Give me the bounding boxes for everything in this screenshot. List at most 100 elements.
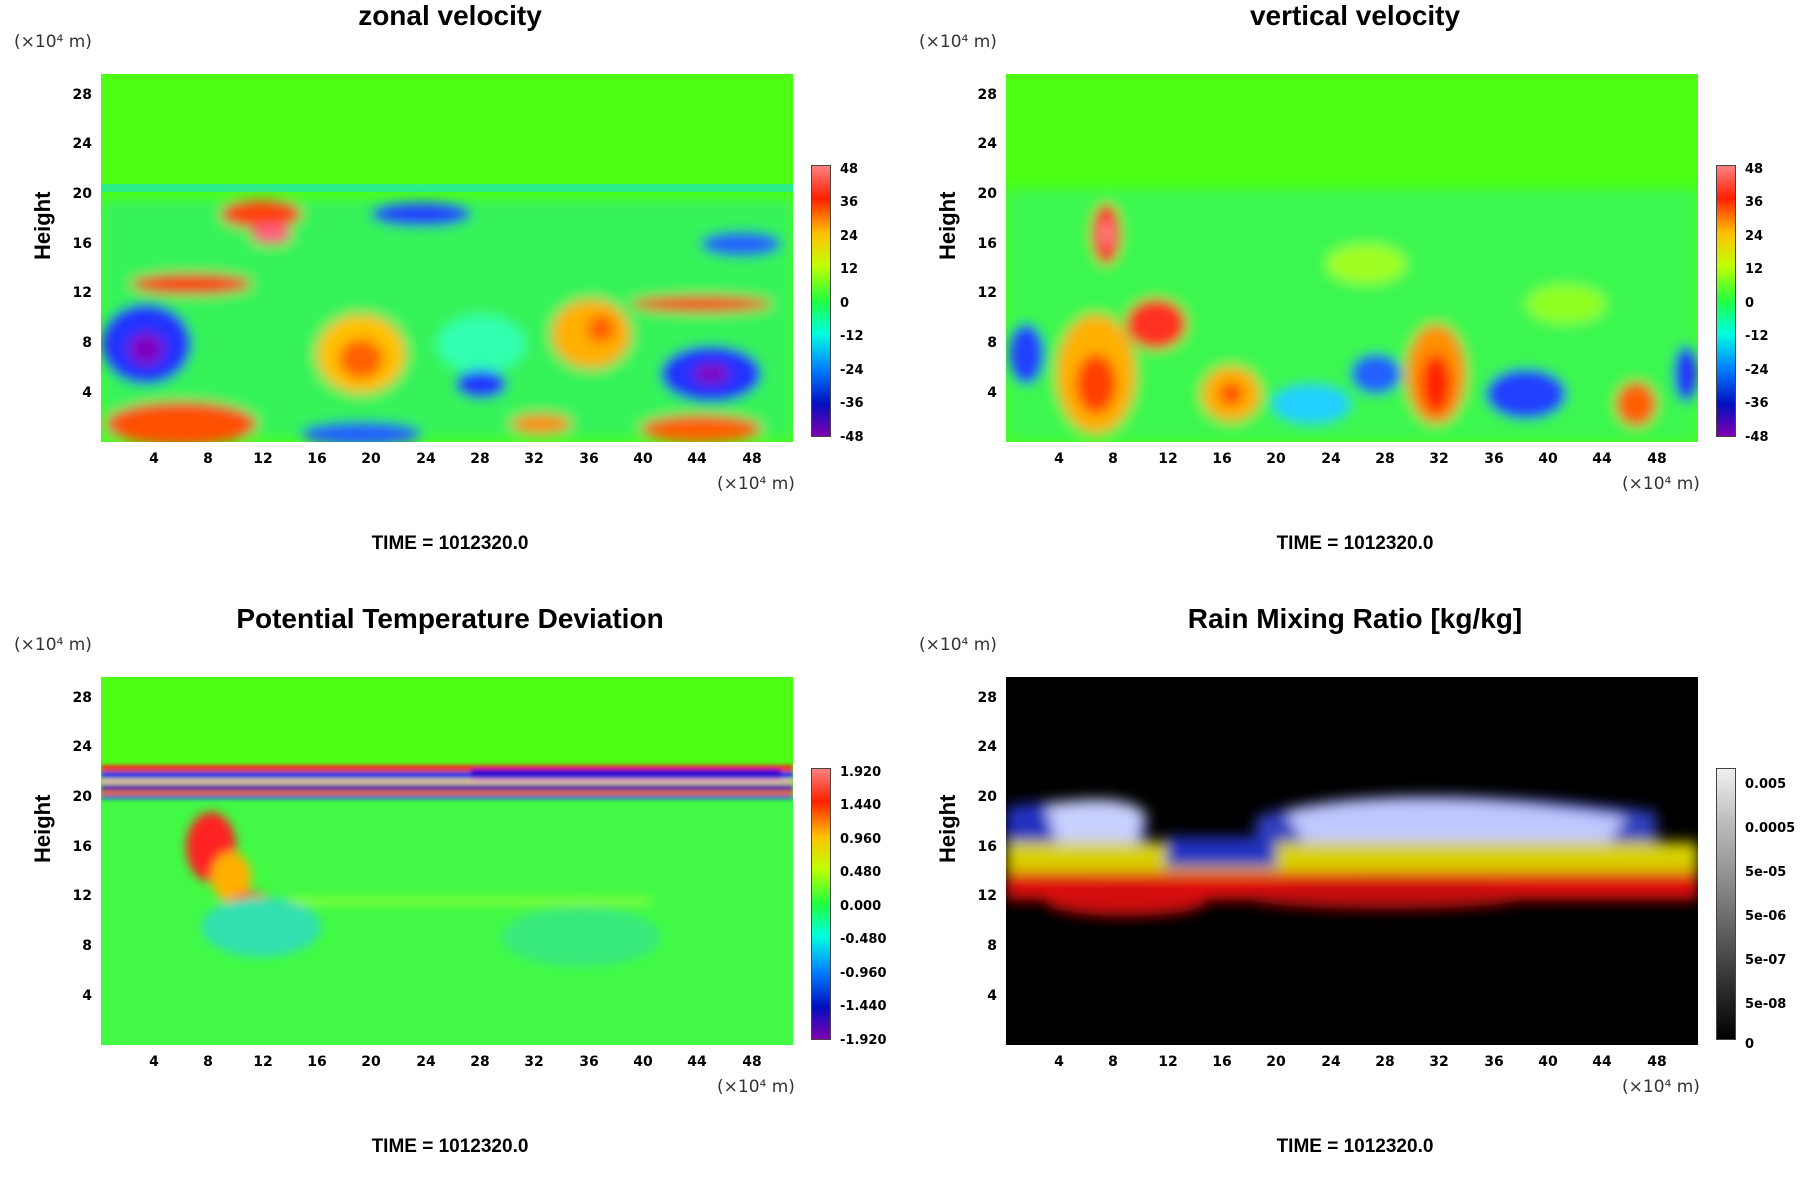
x-tick: 4: [1054, 451, 1064, 467]
colorbar: [811, 165, 831, 437]
y-tick: 12: [72, 888, 92, 904]
y-tick: 8: [987, 335, 997, 351]
y-tick: 8: [82, 335, 92, 351]
y-unit-label: (×10⁴ m): [14, 32, 92, 52]
colorbar-tick: 1.920: [840, 765, 882, 780]
x-tick: 8: [203, 1054, 213, 1070]
y-tick: 20: [72, 186, 92, 202]
colorbar-tick: 0.960: [840, 832, 882, 847]
colorbar-tick: 24: [840, 229, 859, 244]
y-tick: 16: [72, 236, 92, 252]
heatmap-field: [101, 677, 793, 1045]
y-tick: 4: [987, 988, 997, 1004]
x-tick: 12: [253, 1054, 273, 1070]
colorbar-tick: 5e-07: [1745, 953, 1787, 968]
y-tick: 8: [82, 938, 92, 954]
x-tick: 20: [1266, 1054, 1286, 1070]
plot-area: [101, 677, 793, 1045]
heatmap-field: [1006, 74, 1698, 442]
x-tick: 8: [1108, 1054, 1118, 1070]
colorbar-tick: 24: [1745, 229, 1764, 244]
x-tick: 12: [1158, 1054, 1178, 1070]
x-tick: 4: [149, 1054, 159, 1070]
y-tick: 12: [72, 285, 92, 301]
colorbar-tick: -0.960: [840, 966, 887, 981]
time-label: TIME = 1012320.0: [371, 533, 529, 554]
x-tick: 36: [579, 1054, 599, 1070]
chart-title: vertical velocity: [1249, 0, 1461, 31]
x-tick: 48: [1647, 1054, 1667, 1070]
x-tick: 4: [149, 451, 159, 467]
x-tick: 36: [1484, 451, 1504, 467]
x-unit-label: (×10⁴ m): [1622, 1077, 1700, 1097]
x-tick: 12: [253, 451, 273, 467]
colorbar: [1716, 768, 1736, 1040]
panel-rain-mixing-ratio: Rain Mixing Ratio [kg/kg] (×10⁴ m) Heigh…: [905, 603, 1800, 1203]
time-label: TIME = 1012320.0: [371, 1136, 529, 1157]
time-label: TIME = 1012320.0: [1276, 533, 1434, 554]
colorbar-tick: 0.0005: [1745, 821, 1796, 836]
y-tick: 28: [72, 87, 92, 103]
colorbar-tick: 0: [1745, 1037, 1755, 1052]
x-tick: 40: [633, 1054, 653, 1070]
colorbar-tick: 0: [1745, 296, 1755, 311]
y-tick: 28: [977, 87, 997, 103]
colorbar-tick: 48: [840, 162, 859, 177]
chart-title: Potential Temperature Deviation: [236, 603, 664, 634]
x-tick: 16: [1212, 451, 1232, 467]
x-tick: 36: [1484, 1054, 1504, 1070]
colorbar-tick: 0.005: [1745, 777, 1787, 792]
panel-zonal-velocity: zonal velocity (×10⁴ m) Height: [0, 0, 900, 600]
x-tick: 4: [1054, 1054, 1064, 1070]
y-tick: 8: [987, 938, 997, 954]
colorbar-tick: -48: [840, 430, 864, 445]
plot-area: [1006, 677, 1698, 1045]
colorbar-tick: -1.920: [840, 1033, 887, 1048]
y-tick: 16: [977, 839, 997, 855]
panel-vertical-velocity: vertical velocity (×10⁴ m) Height: [905, 0, 1800, 600]
y-unit-label: (×10⁴ m): [14, 635, 92, 655]
x-tick: 16: [307, 1054, 327, 1070]
heatmap-field: [101, 74, 793, 442]
y-unit-label: (×10⁴ m): [919, 635, 997, 655]
y-tick: 12: [977, 285, 997, 301]
colorbar-tick: -12: [1745, 329, 1769, 344]
x-tick: 36: [579, 451, 599, 467]
colorbar-tick: -48: [1745, 430, 1769, 445]
panel-potential-temperature: Potential Temperature Deviation (×10⁴ m)…: [0, 603, 900, 1203]
y-tick: 4: [82, 385, 92, 401]
x-tick: 44: [1592, 451, 1612, 467]
colorbar-tick: 36: [840, 195, 859, 210]
x-tick: 32: [524, 1054, 544, 1070]
x-tick: 8: [1108, 451, 1118, 467]
x-tick: 48: [742, 1054, 762, 1070]
x-tick: 40: [1538, 451, 1558, 467]
x-tick: 24: [416, 451, 436, 467]
x-tick: 32: [1429, 451, 1449, 467]
colorbar: [1716, 165, 1736, 437]
x-tick: 24: [1321, 451, 1341, 467]
colorbar-tick: -36: [840, 396, 864, 411]
x-tick: 32: [1429, 1054, 1449, 1070]
x-tick: 24: [416, 1054, 436, 1070]
y-tick: 20: [72, 789, 92, 805]
colorbar-tick: -1.440: [840, 999, 887, 1014]
colorbar-tick: 48: [1745, 162, 1764, 177]
y-tick: 24: [72, 739, 92, 755]
x-unit-label: (×10⁴ m): [1622, 474, 1700, 494]
chart-title: zonal velocity: [358, 0, 542, 31]
x-tick: 44: [687, 451, 707, 467]
x-unit-label: (×10⁴ m): [717, 1077, 795, 1097]
colorbar-tick: 5e-08: [1745, 997, 1787, 1012]
x-tick: 32: [524, 451, 544, 467]
y-unit-label: (×10⁴ m): [919, 32, 997, 52]
x-tick: 40: [1538, 1054, 1558, 1070]
colorbar-tick: -12: [840, 329, 864, 344]
y-tick: 16: [72, 839, 92, 855]
colorbar-tick: 0.000: [840, 899, 882, 914]
y-tick: 24: [72, 136, 92, 152]
y-tick: 28: [977, 690, 997, 706]
x-tick: 28: [1375, 1054, 1395, 1070]
y-tick: 20: [977, 789, 997, 805]
colorbar-tick: 12: [1745, 262, 1764, 277]
